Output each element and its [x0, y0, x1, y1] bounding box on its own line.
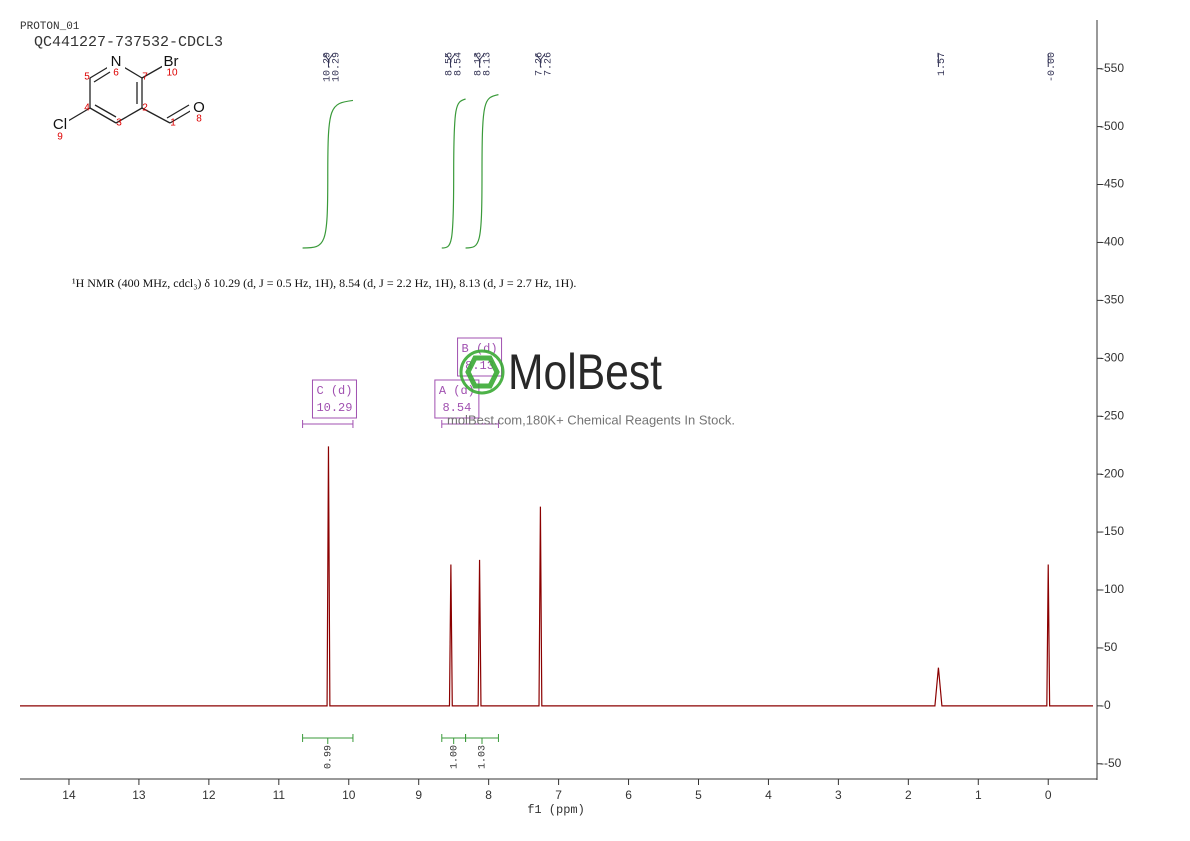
atom-symbol: Cl	[53, 116, 67, 133]
atom-symbol: N	[111, 53, 122, 70]
atom-number: 6	[113, 68, 119, 79]
multiplet-box	[434, 379, 480, 419]
x-tick-label: 13	[132, 788, 146, 802]
atom-number: 10	[166, 68, 178, 79]
peak-label: 8.54	[454, 52, 465, 76]
watermark: MolBest molBest.com,180K+ Chemical Reagen…	[447, 344, 735, 427]
atom-number: 3	[116, 118, 122, 129]
structure-bonds	[67, 65, 193, 124]
peak-label: 8.13	[483, 52, 494, 76]
integral-curve	[441, 98, 466, 249]
x-tick-label: 3	[835, 788, 842, 802]
x-tick-label: 11	[273, 788, 286, 802]
x-tick-label: 12	[202, 788, 216, 802]
x-tick-label: 0	[1045, 788, 1052, 802]
peak-marker	[450, 53, 456, 61]
peak-label: 10.29	[323, 52, 334, 82]
integral-curve	[465, 94, 499, 249]
atom-bg	[190, 100, 208, 116]
x-axis-label: f1 (ppm)	[527, 803, 585, 817]
y-tick-label: -50	[1100, 640, 1118, 654]
y-tick-label: -400	[1100, 235, 1124, 249]
x-tick-label: 8	[485, 788, 492, 802]
spectrum-line	[20, 446, 1093, 707]
peak-marker	[540, 53, 546, 61]
x-tick-label: 4	[765, 788, 772, 802]
x-tick-label: 9	[415, 788, 422, 802]
atom-number: 1	[170, 118, 176, 129]
watermark-logo: MolBest	[508, 344, 662, 400]
chart-subtitle: QC441227-737532-CDCL3	[34, 34, 223, 51]
x-tick-label: 7	[555, 788, 562, 802]
y-tick-label: -250	[1100, 408, 1124, 422]
x-tick-label: 1	[975, 788, 982, 802]
annotation: ¹H NMR (400 MHz, cdcl₃) δ 10.29 (d, J = …	[72, 276, 576, 290]
peak-label: 10.29	[332, 52, 343, 82]
chart-title: PROTON_01	[20, 21, 80, 33]
integral-curve	[302, 99, 354, 249]
atom-symbol: O	[193, 99, 205, 116]
watermark-icon	[465, 355, 500, 389]
integral-label: 1.03	[478, 745, 489, 769]
multiplet-name: A (d)	[439, 384, 475, 398]
peak-marker	[479, 53, 485, 61]
peak-marker	[474, 53, 480, 61]
atom-number: 9	[57, 132, 63, 143]
y-tick-label: -0	[1100, 698, 1111, 712]
y-tick-label: --50	[1100, 756, 1122, 770]
peak-marker	[535, 53, 541, 61]
integral-label: 1.00	[449, 745, 460, 769]
atom-number: 5	[84, 72, 90, 83]
y-tick-label: -300	[1100, 350, 1124, 364]
y-tick-label: -550	[1100, 61, 1124, 75]
multiplet-box	[311, 379, 357, 419]
y-tick-label: -200	[1100, 466, 1124, 480]
y-tick-label: -150	[1100, 524, 1124, 538]
x-tick-label: 10	[342, 788, 356, 802]
atom-bg	[107, 54, 125, 70]
atom-bg	[162, 54, 180, 70]
watermark-text: molBest.com,180K+ Chemical Reagents In S…	[447, 412, 735, 427]
peak-marker	[328, 53, 334, 61]
atom-number: 2	[142, 103, 148, 114]
peak-marker	[445, 53, 451, 61]
multiplet-shift: 8.54	[442, 401, 471, 415]
peak-label: 1.57	[937, 52, 948, 76]
atom-bg	[51, 117, 69, 133]
atom-number: 7	[142, 72, 148, 83]
integral-label: 0.99	[323, 745, 334, 769]
y-tick-label: -450	[1100, 177, 1124, 191]
multiplet-name: C (d)	[316, 384, 352, 398]
y-tick-label: -500	[1100, 119, 1124, 133]
peak-label: 7.26	[544, 52, 555, 76]
peak-label: -0.00	[1047, 52, 1058, 82]
y-tick-label: -350	[1100, 293, 1124, 307]
peak-marker	[323, 53, 329, 61]
atom-number: 4	[84, 103, 90, 114]
x-tick-label: 2	[905, 788, 912, 802]
atom-number: 8	[196, 114, 202, 125]
x-tick-label: 14	[62, 788, 76, 802]
atom-symbol: Br	[164, 53, 179, 70]
multiplet-shift: 10.29	[316, 401, 352, 415]
watermark-icon-ring	[459, 349, 505, 395]
x-tick-label: 5	[695, 788, 702, 802]
x-tick-label: 6	[625, 788, 632, 802]
y-tick-label: -100	[1100, 582, 1124, 596]
